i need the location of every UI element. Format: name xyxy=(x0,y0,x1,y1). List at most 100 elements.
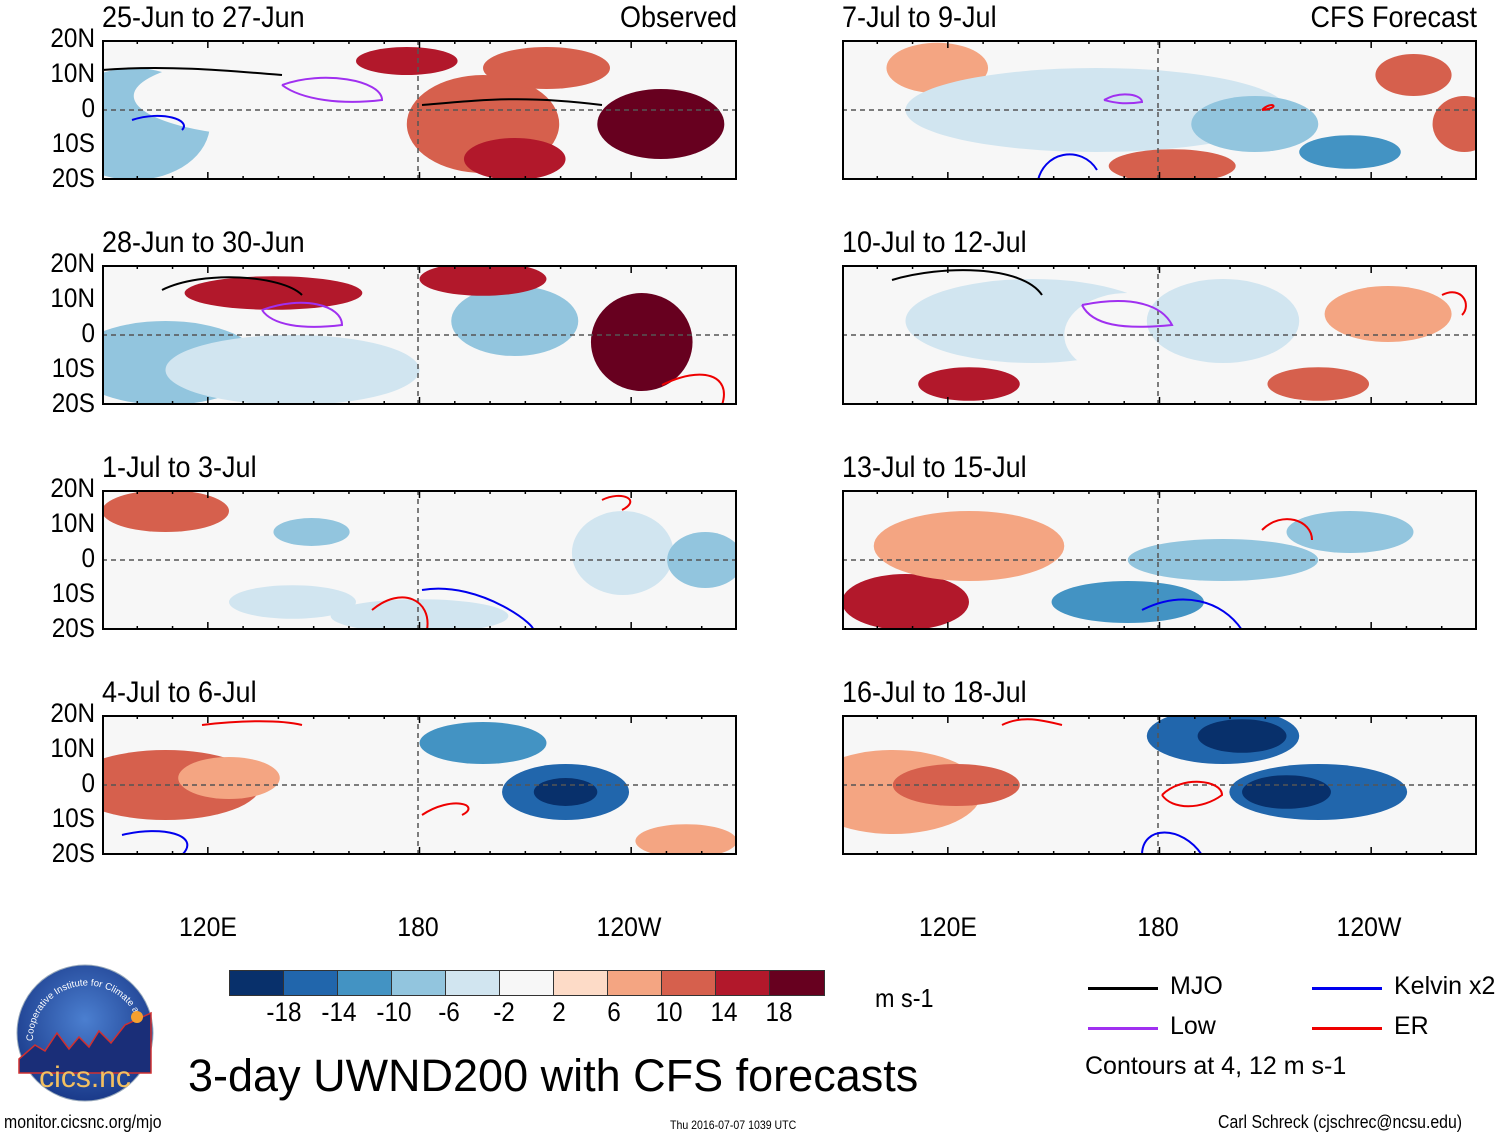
y-tick-label: 10S xyxy=(51,803,95,833)
footer-url[interactable]: monitor.cicsnc.org/mjo xyxy=(4,1112,162,1132)
y-tick-label: 10N xyxy=(50,283,95,313)
colorbar-label: -6 xyxy=(438,997,460,1027)
map-panel: 1-Jul to 3-Jul 20N 10N 0 10S 20S xyxy=(50,451,737,643)
colorbar-swatch xyxy=(230,971,284,995)
panel-tag: Observed xyxy=(619,1,737,34)
anomaly-region xyxy=(102,490,229,532)
anomaly-region xyxy=(1197,719,1287,753)
contour-line xyxy=(1001,718,1063,726)
x-tick-label: 180 xyxy=(1137,912,1179,942)
logo-text: cics.nc xyxy=(39,1061,131,1094)
anomaly-region xyxy=(1375,54,1452,96)
anomaly-region xyxy=(590,293,693,391)
y-tick-label: 10N xyxy=(50,733,95,763)
anomaly-field xyxy=(842,265,1477,405)
y-tick-label: 20S xyxy=(51,838,95,868)
contour-line xyxy=(1141,831,1203,855)
anomaly-region xyxy=(873,511,1065,581)
contour-line xyxy=(1037,153,1098,180)
colorbar-label: 6 xyxy=(607,997,621,1027)
y-tick-label: 20N xyxy=(50,248,95,278)
legend-label: Low xyxy=(1170,1012,1216,1040)
panel-title: 28-Jun to 30-Jun xyxy=(102,226,305,259)
anomaly-region xyxy=(1051,581,1204,623)
y-tick-label: 10N xyxy=(50,508,95,538)
contour-line xyxy=(261,301,344,328)
legend-swatch xyxy=(1312,1027,1382,1030)
x-tick-label: 120E xyxy=(178,912,238,942)
anomaly-field xyxy=(102,40,737,180)
anomaly-region xyxy=(842,574,969,630)
colorbar-label: -10 xyxy=(376,997,412,1027)
colorbar-swatch xyxy=(662,971,716,995)
y-tick-label: 20N xyxy=(50,698,95,728)
colorbar-label: 18 xyxy=(765,997,793,1027)
y-tick-label: 10N xyxy=(50,58,95,88)
legend-label: ER xyxy=(1394,1012,1429,1040)
anomaly-region xyxy=(892,764,1020,806)
contour-line xyxy=(131,114,185,131)
anomaly-region xyxy=(635,824,737,855)
colorbar-swatch xyxy=(608,971,662,995)
anomaly-region xyxy=(571,511,674,595)
contour-line xyxy=(1081,300,1174,328)
map-panel: 10-Jul to 12-Jul xyxy=(842,226,1477,405)
map-panel: 7-Jul to 9-Jul CFS Forecast xyxy=(842,1,1477,180)
colorbar-swatch xyxy=(392,971,446,995)
colorbar-swatch xyxy=(554,971,608,995)
y-tick-label: 20S xyxy=(51,163,95,193)
anomaly-region xyxy=(133,54,452,138)
contour-line xyxy=(201,720,303,726)
y-tick-label: 0 xyxy=(81,318,95,348)
anomaly-region xyxy=(1191,96,1319,152)
y-tick-label: 0 xyxy=(81,93,95,123)
map-panel: 13-Jul to 15-Jul xyxy=(842,451,1477,630)
anomaly-region xyxy=(178,757,280,799)
anomaly-region xyxy=(229,585,356,619)
map-panel: 25-Jun to 27-Jun Observed 20N 10N 0 10S 20S xyxy=(50,1,737,193)
anomaly-field xyxy=(102,715,737,855)
anomaly-region xyxy=(184,276,363,310)
contour-line xyxy=(1161,780,1224,808)
y-tick-label: 10S xyxy=(51,128,95,158)
anomaly-region xyxy=(1286,511,1414,553)
colorbar-swatch xyxy=(338,971,392,995)
anomaly-field xyxy=(102,490,737,630)
anomaly-region xyxy=(419,265,547,296)
anomaly-region xyxy=(1242,775,1331,809)
x-tick-label: 120W xyxy=(1336,912,1402,942)
cics-logo: Cooperative Institute for Climate and Sa… xyxy=(15,963,154,1102)
colorbar-swatch xyxy=(770,971,824,995)
y-tick-label: 10S xyxy=(51,353,95,383)
anomaly-region xyxy=(273,518,350,546)
colorbar-label: 14 xyxy=(710,997,738,1027)
anomaly-region xyxy=(1146,279,1300,363)
colorbar-units: m s-1 xyxy=(875,983,934,1013)
contour-line xyxy=(661,373,725,405)
anomaly-region xyxy=(667,532,737,588)
y-tick-label: 0 xyxy=(81,768,95,798)
anomaly-field xyxy=(842,715,1477,855)
colorbar-swatch xyxy=(284,971,338,995)
colorbar-label: 2 xyxy=(552,997,566,1027)
anomaly-region xyxy=(1267,367,1370,401)
contour-line xyxy=(121,830,189,855)
anomaly-region xyxy=(1324,286,1452,342)
x-tick-label: 180 xyxy=(397,912,439,942)
colorbar-swatch xyxy=(446,971,500,995)
panel-title: 1-Jul to 3-Jul xyxy=(102,451,257,484)
x-tick-label: 120E xyxy=(918,912,978,942)
contour-line xyxy=(371,596,429,630)
panel-title: 25-Jun to 27-Jun xyxy=(102,1,305,34)
map-panel: 4-Jul to 6-Jul 20N 10N 0 10S 20S xyxy=(50,676,737,868)
contour-line xyxy=(1261,518,1313,541)
y-tick-label: 20S xyxy=(51,613,95,643)
y-tick-label: 0 xyxy=(81,543,95,573)
colorbar-label: 10 xyxy=(655,997,683,1027)
contour-line xyxy=(1441,291,1467,316)
contour-line xyxy=(1103,93,1144,105)
anomaly-region xyxy=(356,47,458,75)
legend-note: Contours at 4, 12 m s-1 xyxy=(1085,1052,1347,1080)
contour-line xyxy=(891,269,1043,296)
chart-title: 3-day UWND200 with CFS forecasts xyxy=(188,1050,919,1101)
